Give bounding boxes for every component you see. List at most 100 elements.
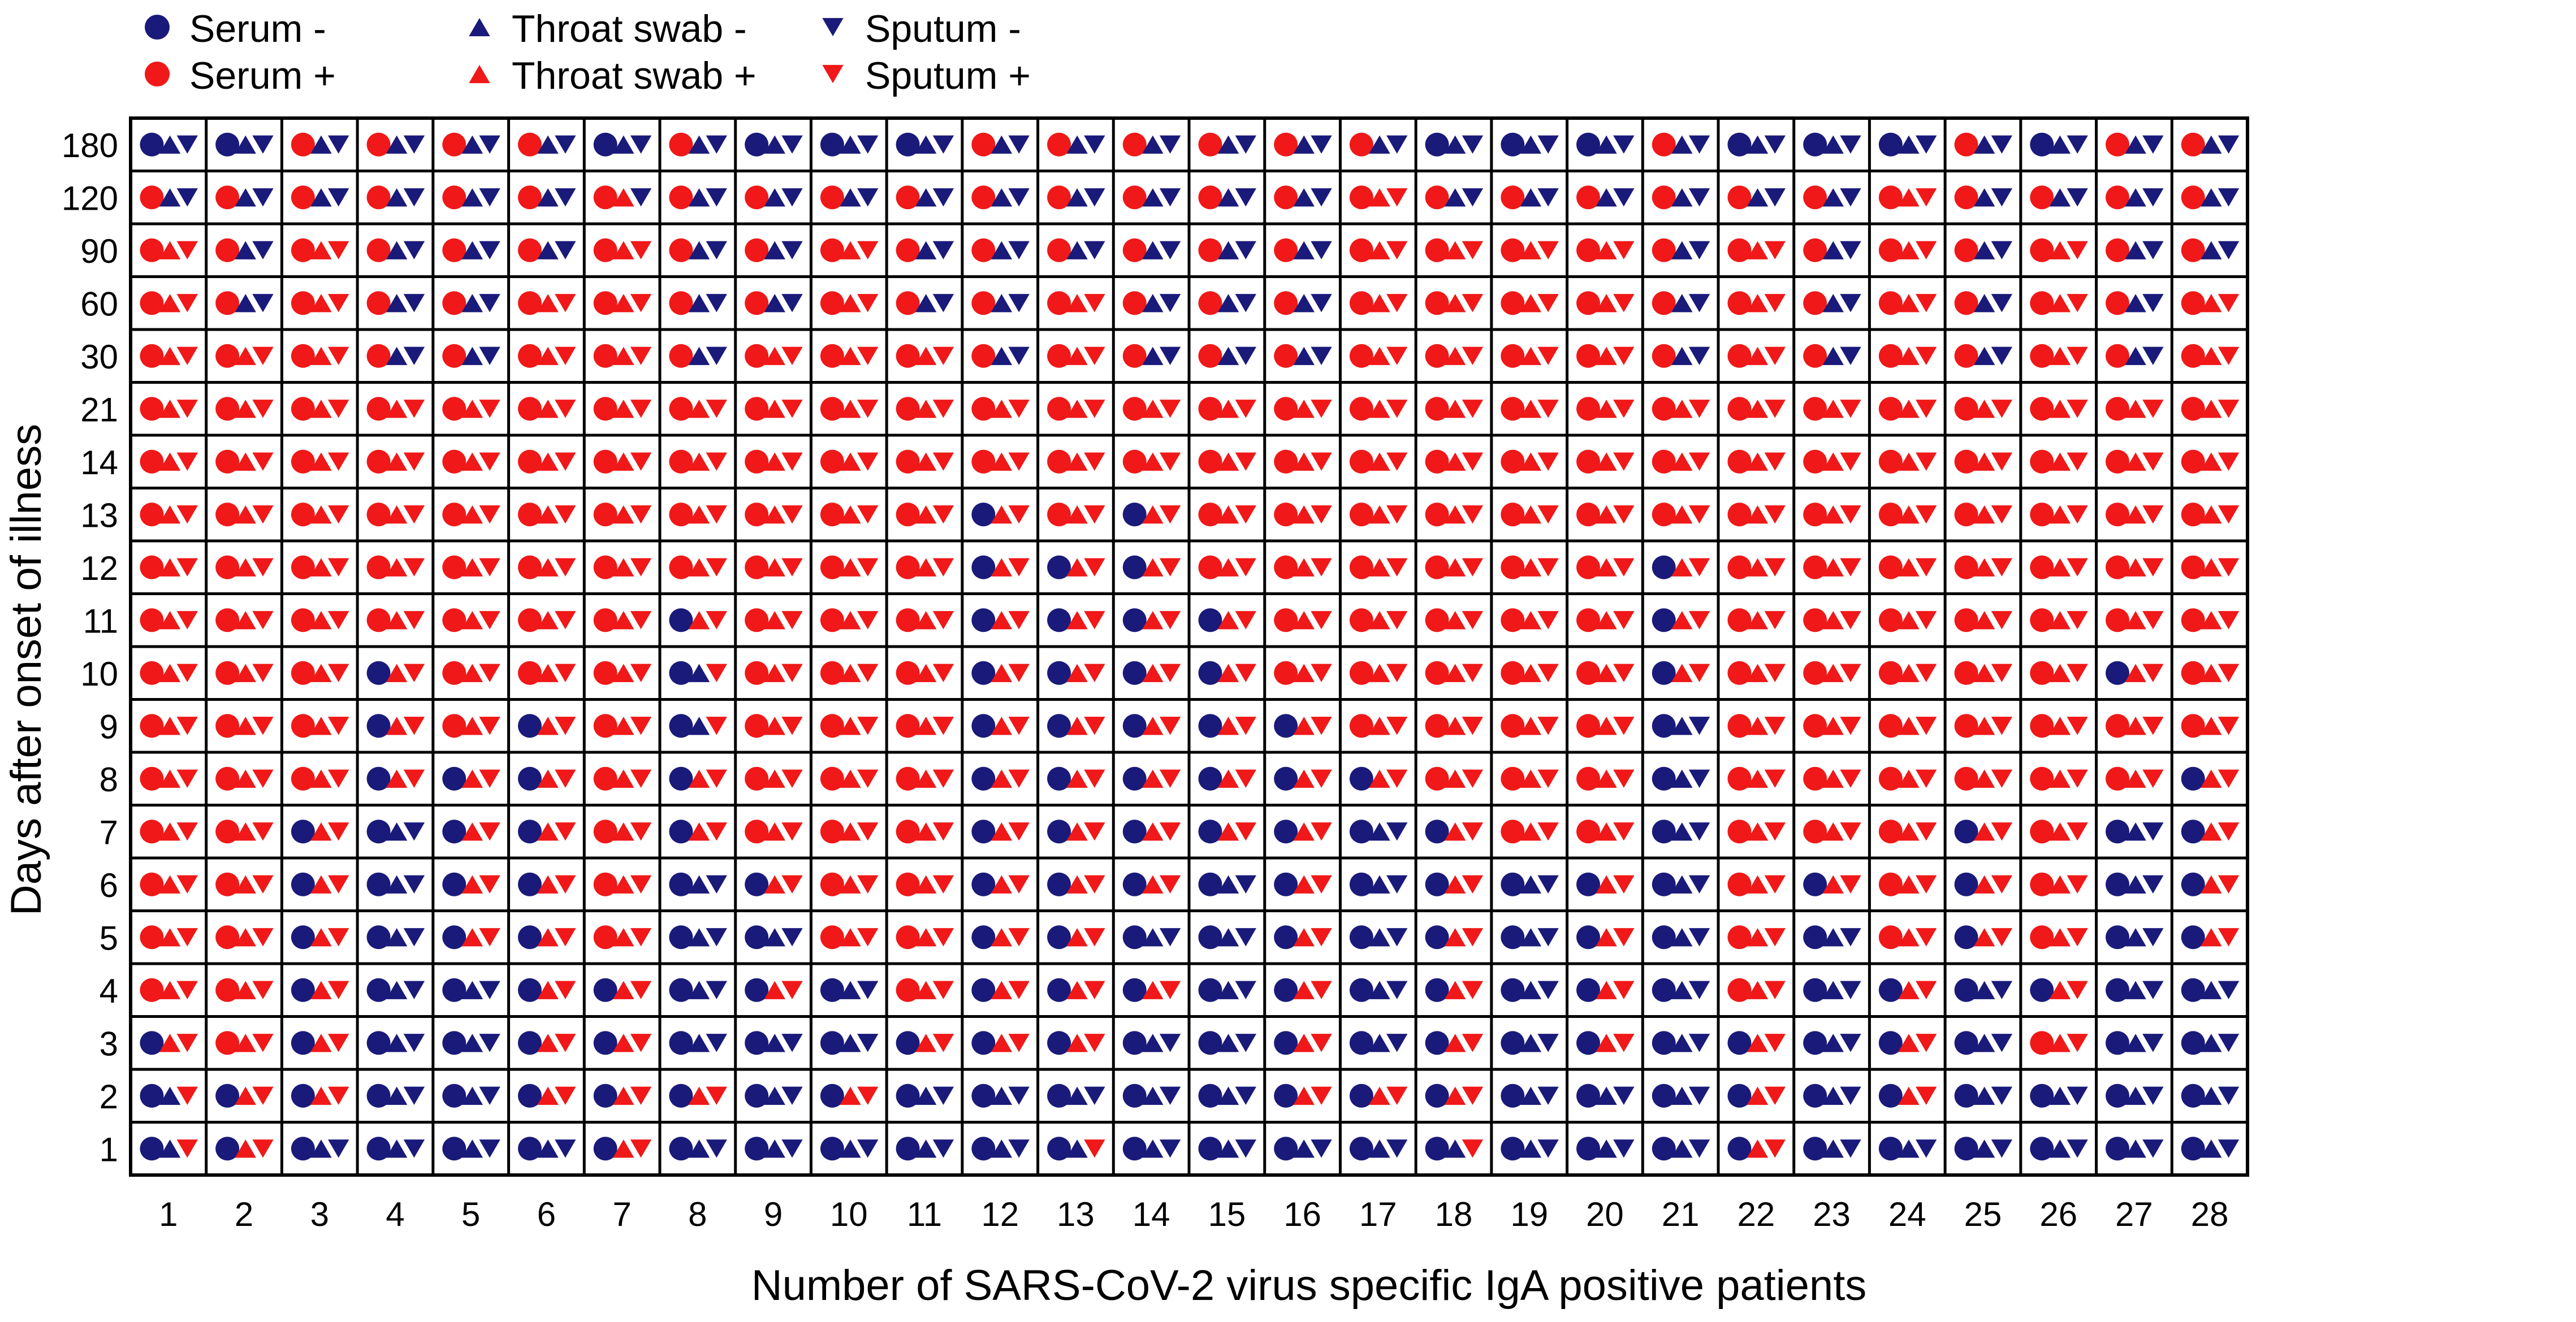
sputum-negative-marker — [1462, 188, 1484, 207]
cell — [745, 397, 803, 421]
throat-swab-negative-marker — [1822, 928, 1844, 947]
sputum-negative-marker — [1462, 135, 1484, 154]
sputum-positive-marker — [555, 1034, 576, 1052]
sputum-positive-marker — [2142, 558, 2164, 577]
throat-swab-positive-marker — [1596, 1034, 1617, 1052]
serum-positive-marker — [1727, 291, 1752, 315]
cell — [1652, 1083, 1710, 1108]
cell — [518, 291, 576, 315]
serum-positive-marker — [1198, 555, 1222, 579]
serum-negative-marker — [669, 1083, 693, 1108]
cell — [1425, 820, 1484, 844]
serum-negative-marker — [366, 820, 391, 844]
serum-negative-marker — [1274, 925, 1298, 950]
serum-negative-marker — [1122, 555, 1147, 579]
sputum-negative-marker — [1386, 981, 1408, 999]
serum-negative-marker — [669, 1137, 693, 1161]
cell — [2106, 238, 2164, 262]
serum-positive-marker — [1954, 449, 1978, 474]
throat-swab-positive-marker — [613, 346, 634, 365]
serum-positive-marker — [366, 344, 391, 368]
sputum-positive-marker — [2067, 611, 2088, 630]
sputum-negative-marker — [1840, 346, 1861, 365]
sputum-positive-marker — [1311, 822, 1332, 841]
cell — [971, 978, 1030, 1002]
serum-negative-marker — [1425, 1137, 1449, 1161]
sputum-positive-marker — [630, 452, 652, 471]
cell — [1425, 449, 1484, 474]
throat-swab-positive-marker — [2049, 875, 2071, 894]
serum-positive-marker — [2030, 397, 2054, 421]
throat-swab-positive-marker — [1898, 1086, 1920, 1105]
sputum-positive-marker — [328, 822, 349, 841]
sputum-positive-marker — [2218, 294, 2240, 313]
serum-positive-marker — [2181, 185, 2205, 210]
throat-swab-negative-marker — [1520, 1034, 1542, 1052]
cell — [291, 344, 349, 368]
throat-swab-positive-marker — [1973, 717, 1995, 735]
throat-swab-positive-marker — [537, 875, 559, 894]
serum-positive-marker — [1349, 449, 1373, 474]
serum-positive-marker — [1727, 238, 1752, 262]
cell — [1274, 978, 1332, 1002]
serum-positive-marker — [2030, 449, 2054, 474]
cell — [2106, 132, 2164, 157]
throat-swab-negative-marker — [688, 981, 710, 999]
cell — [1878, 132, 1937, 157]
cell — [1198, 238, 1256, 262]
cell — [366, 978, 425, 1002]
cell — [442, 925, 500, 950]
serum-positive-marker — [140, 820, 164, 844]
x-tick-label: 26 — [2039, 1195, 2077, 1233]
serum-positive-marker — [140, 344, 164, 368]
throat-swab-negative-marker — [1671, 1034, 1693, 1052]
throat-swab-positive-marker — [1217, 769, 1239, 788]
throat-swab-positive-marker — [537, 346, 559, 365]
throat-swab-positive-marker — [1973, 558, 1995, 577]
sputum-positive-marker — [1916, 822, 1937, 841]
throat-swab-negative-marker — [915, 135, 937, 154]
throat-swab-positive-marker — [1596, 346, 1617, 365]
serum-positive-marker — [140, 185, 164, 210]
sputum-positive-marker — [328, 505, 349, 524]
sputum-positive-marker — [1159, 822, 1181, 841]
cell — [366, 449, 425, 474]
serum-negative-marker — [593, 1137, 617, 1161]
legend-triangle-up-positive-icon — [469, 64, 490, 84]
cell — [1727, 925, 1786, 950]
cell — [442, 1031, 500, 1055]
throat-swab-negative-marker — [1217, 294, 1239, 313]
cell — [291, 291, 349, 315]
throat-swab-positive-marker — [310, 822, 332, 841]
serum-positive-marker — [1576, 449, 1601, 474]
throat-swab-positive-marker — [1520, 611, 1542, 630]
sputum-positive-marker — [857, 346, 879, 365]
throat-swab-positive-marker — [1444, 928, 1466, 947]
serum-positive-marker — [291, 714, 315, 738]
sputum-negative-marker — [1688, 981, 1710, 999]
cell — [1727, 449, 1786, 474]
throat-swab-positive-marker — [1293, 505, 1315, 524]
sputum-negative-marker — [2142, 135, 2164, 154]
sputum-positive-marker — [1311, 928, 1332, 947]
serum-negative-marker — [896, 1137, 920, 1161]
serum-negative-marker — [1501, 872, 1525, 896]
cell — [896, 872, 954, 896]
sputum-negative-marker — [2218, 241, 2240, 259]
throat-swab-negative-marker — [1596, 188, 1617, 207]
serum-positive-marker — [2181, 608, 2205, 632]
serum-positive-marker — [2030, 238, 2054, 262]
cell — [140, 714, 198, 738]
cell — [820, 449, 879, 474]
throat-swab-positive-marker — [2125, 769, 2146, 788]
cell — [593, 820, 652, 844]
throat-swab-positive-marker — [613, 664, 634, 682]
sputum-negative-marker — [1688, 928, 1710, 947]
sputum-positive-marker — [1008, 452, 1030, 471]
serum-positive-marker — [2181, 132, 2205, 157]
serum-positive-marker — [1501, 185, 1525, 210]
throat-swab-positive-marker — [2201, 717, 2222, 735]
legend-item: Throat swab - — [469, 7, 747, 50]
cell — [2181, 1083, 2240, 1108]
throat-swab-positive-marker — [2049, 822, 2071, 841]
